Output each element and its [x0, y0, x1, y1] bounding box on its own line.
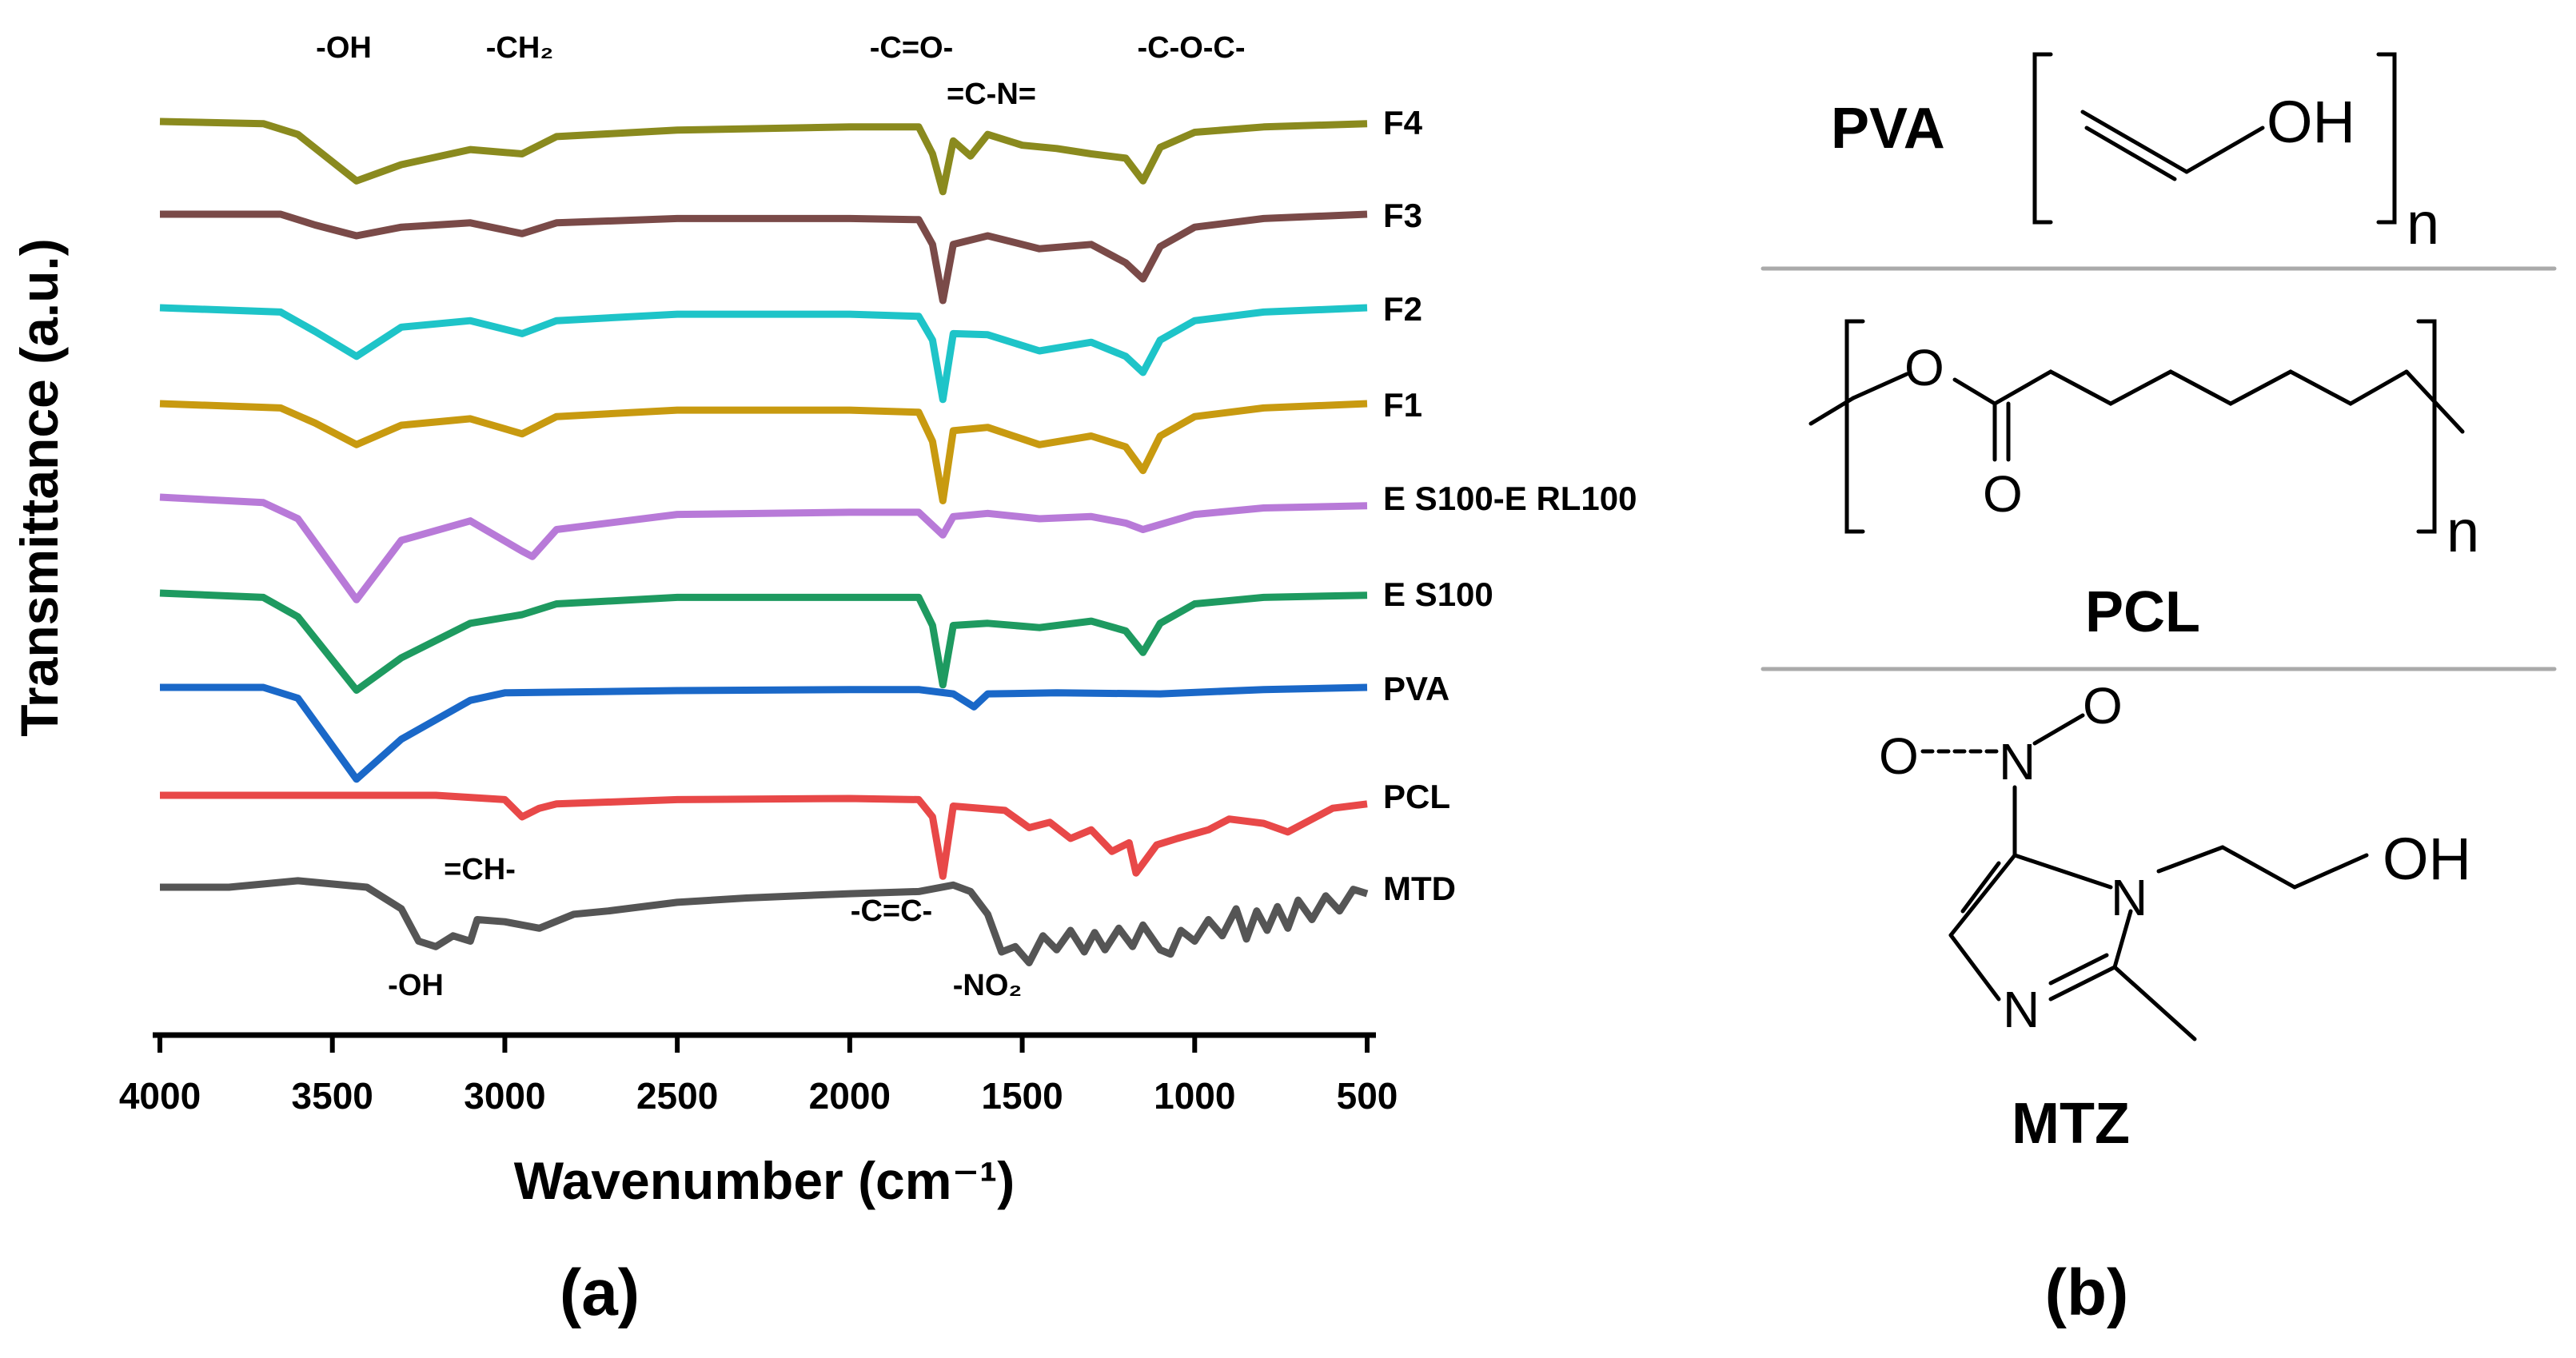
mtz-o-left: O: [1879, 727, 1919, 785]
spectra-traces: [159, 117, 1369, 966]
x-tick-label-1000: 1000: [1154, 1075, 1235, 1117]
pcl-structure: O O n PCL: [1808, 319, 2479, 644]
mtz-structure: O N O N N OH MTZ: [1879, 677, 2471, 1156]
trace-f1: [159, 400, 1368, 504]
annot-c-o-carbonyl: -C=O-: [870, 31, 954, 65]
series-labels: F4 F3 F2 F1 E S100-E RL100 E S100 PVA PCL MTD: [1383, 104, 1637, 907]
annot-c-c: -C=C-: [851, 894, 932, 928]
trace-f2: [159, 304, 1368, 404]
mtz-o-right: O: [2083, 677, 2123, 735]
pva-structure: PVA OH n: [1831, 52, 2439, 257]
pcl-o-ring: O: [1904, 339, 1944, 396]
mtz-oh: OH: [2383, 826, 2471, 892]
x-tick-label-3500: 3500: [292, 1075, 373, 1117]
mtz-n-ring1: N: [2111, 869, 2147, 926]
pcl-n: n: [2446, 498, 2479, 564]
annot-c-n: =C-N=: [947, 78, 1036, 111]
pva-bracket-left: [2032, 52, 2053, 225]
annot-no2: -NO₂: [953, 969, 1023, 1002]
annot-ch2: -CH₂: [486, 31, 553, 65]
pcl-o-carbonyl: O: [1983, 465, 2023, 523]
series-label-pcl: PCL: [1383, 778, 1450, 815]
series-label-mtd: MTD: [1383, 870, 1456, 907]
pva-name: PVA: [1831, 97, 1945, 161]
annot-oh-top: -OH: [316, 31, 372, 65]
mtz-n-ring2: N: [2003, 981, 2040, 1038]
x-axis-ticks: 4000 3500 3000 2500 2000 1500 1000 500: [119, 1035, 1398, 1117]
series-label-f1: F1: [1383, 386, 1422, 424]
trace-e-s100-e-rl100: [159, 493, 1368, 603]
mtz-name: MTZ: [2012, 1092, 2130, 1156]
pva-n: n: [2407, 190, 2439, 257]
annot-ch: =CH-: [444, 853, 516, 886]
series-label-f2: F2: [1383, 290, 1422, 328]
series-label-e-s100: E S100: [1383, 575, 1493, 613]
x-tick-label-2000: 2000: [809, 1075, 891, 1117]
panel-b-caption: (b): [2045, 1256, 2129, 1329]
x-tick-label-500: 500: [1337, 1075, 1398, 1117]
x-axis-label: Wavenumber (cm⁻¹): [514, 1151, 1015, 1210]
x-tick-label-4000: 4000: [119, 1075, 201, 1117]
trace-f4: [159, 117, 1368, 196]
x-tick-label-1500: 1500: [981, 1075, 1063, 1117]
mtz-n-nitro: N: [1999, 733, 2036, 791]
pva-bracket-right: [2376, 52, 2397, 225]
panel-a-caption: (a): [560, 1256, 640, 1329]
y-axis-label: Transmittance (a.u.): [10, 238, 69, 737]
pcl-bracket-right: [2416, 319, 2437, 534]
pva-oh: OH: [2267, 89, 2355, 155]
series-label-e-s100-e-rl100: E S100-E RL100: [1383, 480, 1637, 517]
annot-c-o-c: -C-O-C-: [1137, 31, 1245, 65]
trace-f3: [160, 210, 1368, 305]
x-tick-label-3000: 3000: [464, 1075, 545, 1117]
trace-pcl: [160, 791, 1368, 880]
series-label-f4: F4: [1383, 104, 1423, 141]
pcl-name: PCL: [2085, 580, 2200, 644]
x-tick-label-2500: 2500: [636, 1075, 718, 1117]
pcl-bracket-left: [1844, 319, 1865, 534]
ftir-chart: Transmittance (a.u.) 4000 3500 3000 2500 200…: [10, 31, 1637, 1329]
trace-e-s100: [159, 589, 1368, 694]
trace-mtd: [160, 877, 1369, 966]
chemical-structures: PVA OH n O O n PCL: [1761, 52, 2557, 1329]
annot-oh-bottom: -OH: [388, 969, 444, 1002]
trace-pva: [160, 683, 1368, 783]
series-label-f3: F3: [1383, 197, 1422, 234]
series-label-pva: PVA: [1383, 670, 1449, 707]
